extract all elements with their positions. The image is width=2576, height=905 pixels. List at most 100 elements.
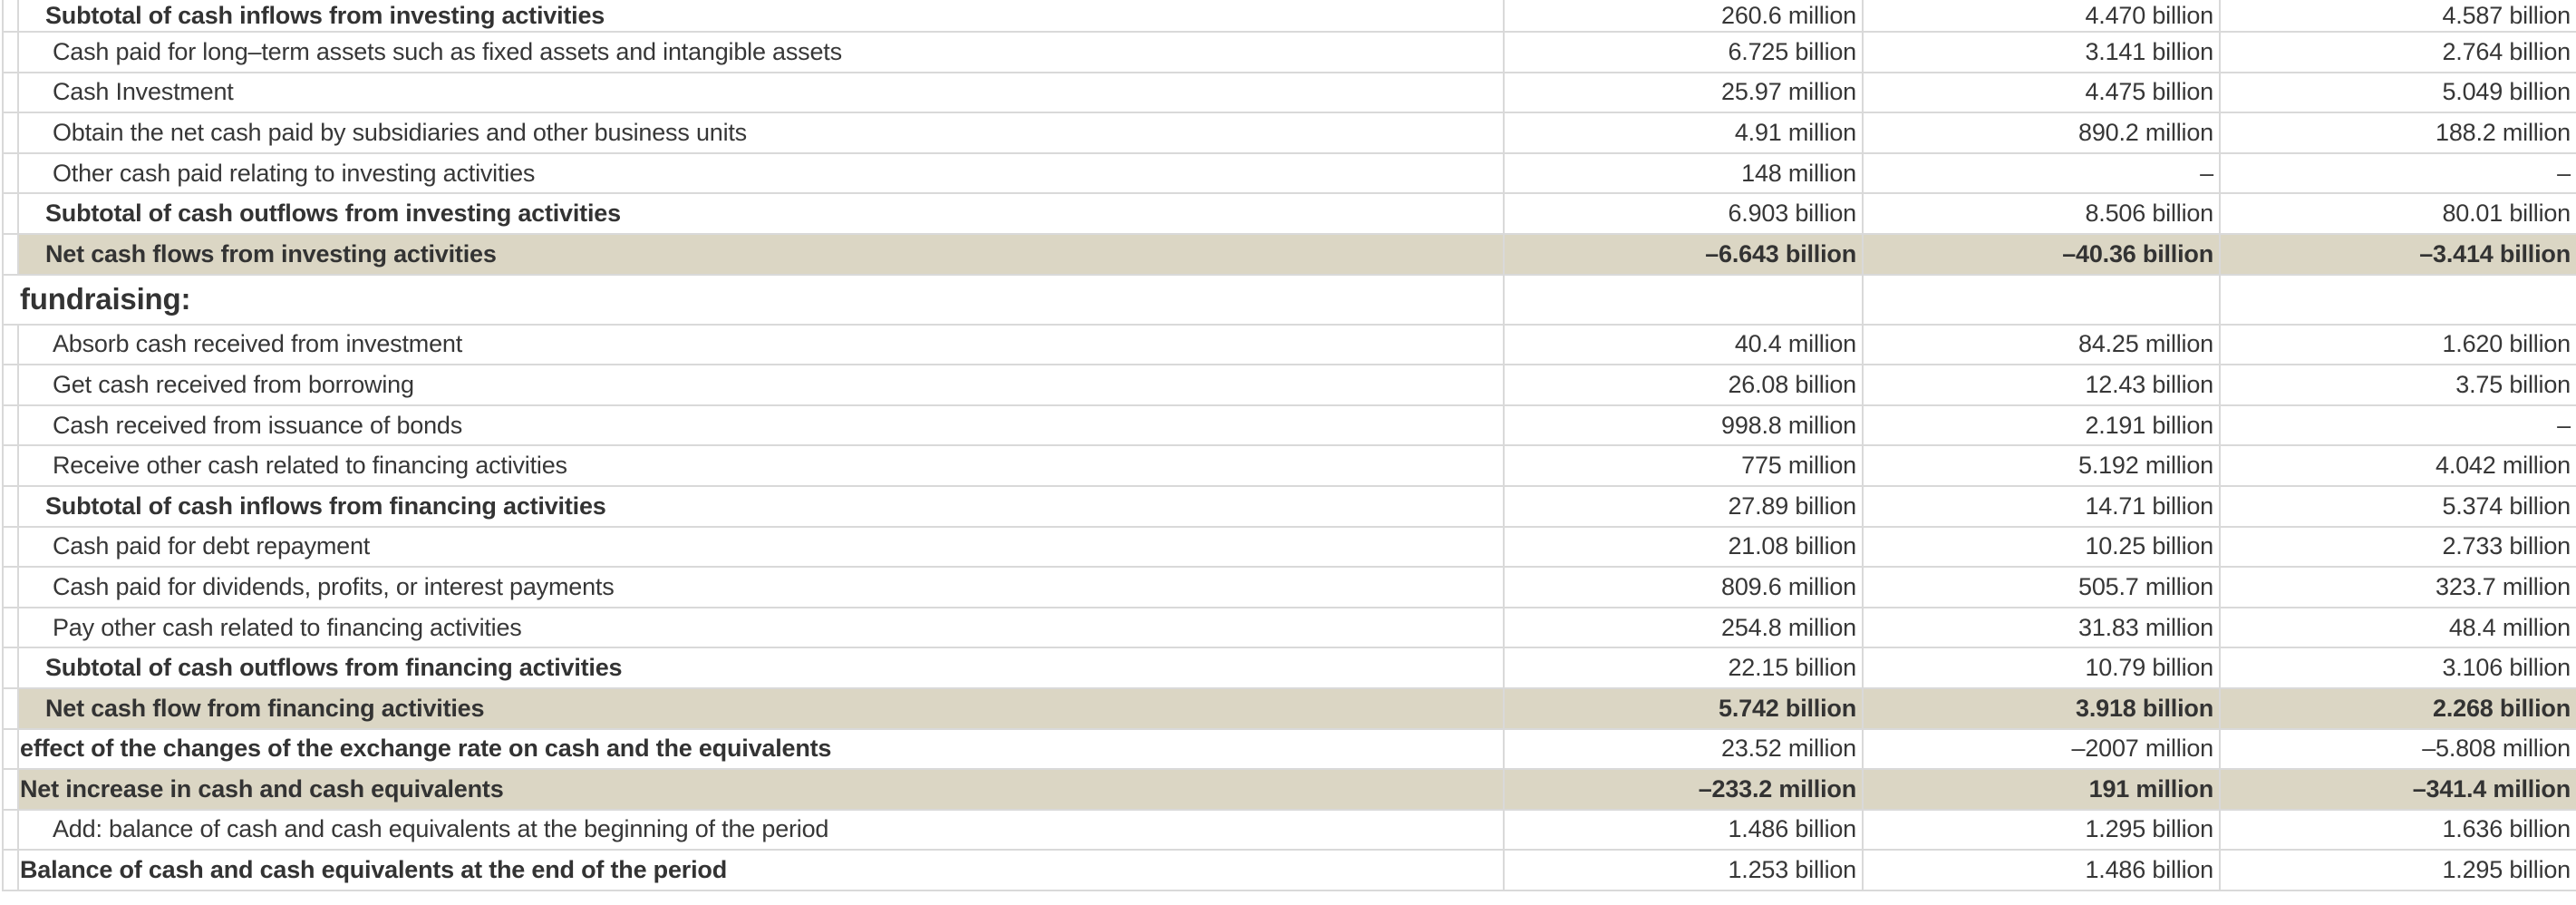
value-period-1: 4.91 million — [1505, 113, 1864, 152]
row-label: Other cash paid relating to investing ac… — [19, 153, 1505, 193]
value-period-1: –233.2 million — [1505, 770, 1864, 809]
value-period-1: 5.742 billion — [1505, 688, 1864, 728]
value-period-3: 1.620 billion — [2442, 330, 2571, 358]
value-period-3: 3.75 billion — [2455, 370, 2571, 398]
value-period-1: 254.8 million — [1505, 608, 1864, 647]
row-label: Cash Investment — [19, 73, 1505, 112]
section-header-label: fundraising: — [4, 275, 1505, 324]
value-period-3: –341.4 million — [2412, 774, 2571, 803]
row-gutter — [4, 194, 19, 233]
value-period-2: 5.192 million — [1864, 446, 2221, 485]
value-period-2: 2.191 billion — [1864, 405, 2221, 445]
value-period-3: 5.374 billion — [2442, 491, 2571, 520]
value-period-3: 188.2 million — [2436, 118, 2571, 146]
row-cash-paid-debt-repayment: Cash paid for debt repayment 21.08 billi… — [2, 527, 2576, 569]
value-period-1: 260.6 million — [1505, 0, 1864, 31]
value-period-3: 48.4 million — [2448, 613, 2571, 641]
row-cash-paid-dividends-interest: Cash paid for dividends, profits, or int… — [2, 568, 2576, 608]
value-period-1: 1.253 billion — [1505, 851, 1864, 890]
row-gutter — [4, 0, 19, 31]
row-gutter — [4, 688, 19, 728]
value-period-3: 323.7 million — [2436, 572, 2571, 600]
row-subtotal-cash-inflows-financing: Subtotal of cash inflows from financing … — [2, 486, 2576, 528]
value-period-1: 22.15 billion — [1505, 648, 1864, 687]
row-label: Net cash flow from financing activities — [19, 688, 1505, 728]
row-label: Subtotal of cash outflows from financing… — [19, 648, 1505, 687]
row-gutter — [4, 325, 19, 365]
value-period-3 — [2221, 276, 2576, 324]
row-label: Subtotal of cash inflows from financing … — [19, 486, 1505, 526]
value-period-2: 84.25 million — [1864, 325, 2221, 365]
row-add-beginning-balance: Add: balance of cash and cash equivalent… — [2, 810, 2576, 851]
value-period-1: 1.486 billion — [1505, 810, 1864, 850]
value-period-2: 10.25 billion — [1864, 527, 2221, 567]
value-period-2: 1.486 billion — [1864, 851, 2221, 890]
value-period-1: 21.08 billion — [1505, 527, 1864, 567]
value-period-2: 14.71 billion — [1864, 486, 2221, 526]
value-period-1: 23.52 million — [1505, 729, 1864, 769]
value-period-2: 505.7 million — [1864, 568, 2221, 607]
row-section-fundraising: fundraising: — [2, 275, 2576, 326]
row-net-increase-cash-equivalents: Net increase in cash and cash equivalent… — [2, 770, 2576, 811]
row-gutter — [4, 608, 19, 647]
row-absorb-cash-from-investment: Absorb cash received from investment 40.… — [2, 325, 2576, 366]
row-label: Cash paid for debt repayment — [19, 527, 1505, 567]
value-period-2: –40.36 billion — [1864, 234, 2221, 274]
value-period-3: 4.587 billion — [2442, 1, 2571, 29]
value-period-2: 8.506 billion — [1864, 194, 2221, 233]
row-cash-from-bond-issuance: Cash received from issuance of bonds 998… — [2, 405, 2576, 447]
row-gutter — [4, 234, 19, 274]
value-period-1: 25.97 million — [1505, 73, 1864, 112]
row-subtotal-cash-outflows-financing: Subtotal of cash outflows from financing… — [2, 648, 2576, 689]
value-period-3: 2.733 billion — [2442, 532, 2571, 560]
row-label: Cash paid for dividends, profits, or int… — [19, 568, 1505, 607]
row-subtotal-cash-outflows-investing: Subtotal of cash outflows from investing… — [2, 194, 2576, 235]
row-label: Receive other cash related to financing … — [19, 446, 1505, 485]
row-gutter — [4, 73, 19, 112]
value-period-3: 5.049 billion — [2442, 78, 2571, 106]
row-label: Subtotal of cash outflows from investing… — [19, 194, 1505, 233]
value-period-1: 809.6 million — [1505, 568, 1864, 607]
row-gutter — [4, 113, 19, 152]
row-gutter — [4, 729, 19, 769]
value-period-3: 2.268 billion — [2433, 694, 2571, 722]
row-label: Get cash received from borrowing — [19, 365, 1505, 404]
value-period-2: 3.918 billion — [1864, 688, 2221, 728]
value-period-1: 6.725 billion — [1505, 33, 1864, 72]
row-gutter — [4, 851, 19, 890]
row-net-cash-flows-investing: Net cash flows from investing activities… — [2, 234, 2576, 276]
value-period-1: 27.89 billion — [1505, 486, 1864, 526]
value-period-2: 4.470 billion — [1864, 0, 2221, 31]
row-other-cash-paid-investing: Other cash paid relating to investing ac… — [2, 153, 2576, 195]
value-period-1: 148 million — [1505, 153, 1864, 193]
value-period-2: 890.2 million — [1864, 113, 2221, 152]
value-period-2: – — [1864, 153, 2221, 193]
row-gutter — [4, 33, 19, 72]
value-period-3: –5.808 million — [2422, 735, 2571, 763]
value-period-3: –3.414 billion — [2419, 239, 2571, 268]
value-period-1: –6.643 billion — [1505, 234, 1864, 274]
row-gutter — [4, 527, 19, 567]
row-gutter — [4, 486, 19, 526]
row-gutter — [4, 153, 19, 193]
value-period-1: 6.903 billion — [1505, 194, 1864, 233]
row-label: Add: balance of cash and cash equivalent… — [19, 810, 1505, 850]
value-period-3: – — [2557, 411, 2571, 439]
row-label: effect of the changes of the exchange ra… — [19, 729, 1505, 769]
row-gutter — [4, 648, 19, 687]
value-period-3: 2.764 billion — [2442, 37, 2571, 65]
row-cash-paid-long-term-assets: Cash paid for long–term assets such as f… — [2, 33, 2576, 73]
value-period-1 — [1505, 275, 1864, 324]
value-period-2 — [1864, 275, 2221, 324]
row-cash-investment: Cash Investment 25.97 million 4.475 bill… — [2, 73, 2576, 114]
row-gutter — [4, 446, 19, 485]
value-period-2: 4.475 billion — [1864, 73, 2221, 112]
value-period-3: 80.01 billion — [2442, 199, 2571, 228]
value-period-2: 12.43 billion — [1864, 365, 2221, 404]
row-other-cash-financing-paid: Pay other cash related to financing acti… — [2, 608, 2576, 649]
value-period-2: 3.141 billion — [1864, 33, 2221, 72]
row-gutter — [4, 568, 19, 607]
row-label: Net cash flows from investing activities — [19, 234, 1505, 274]
row-label: Subtotal of cash inflows from investing … — [19, 0, 1505, 31]
